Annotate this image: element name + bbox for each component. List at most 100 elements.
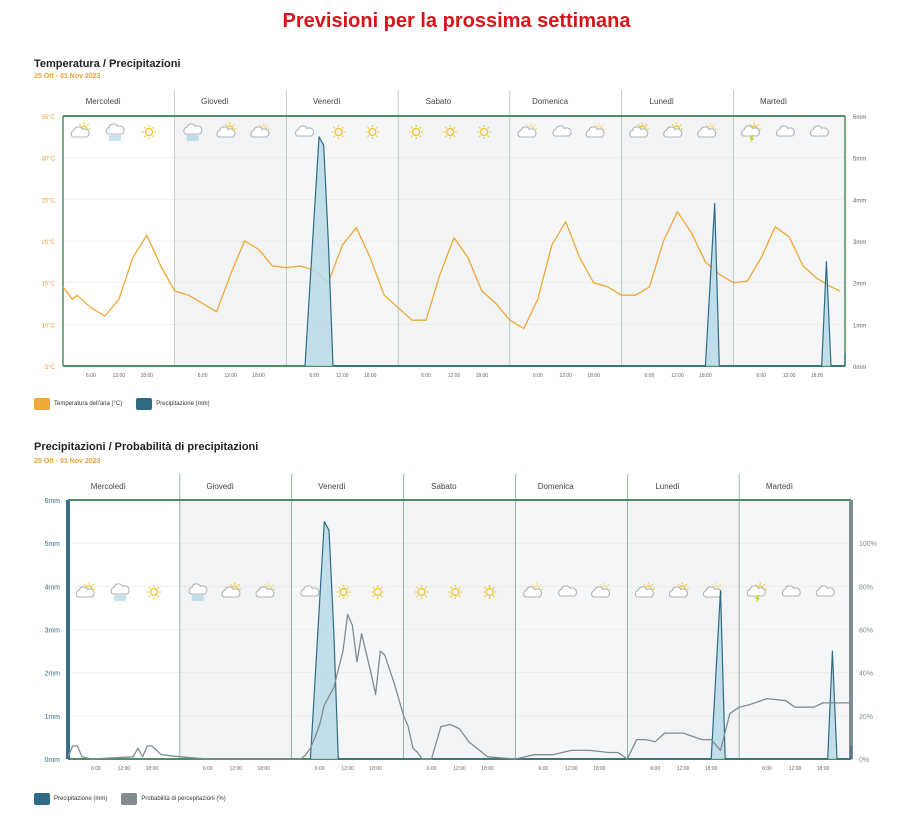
sun-icon-sun bbox=[339, 587, 348, 597]
legend-item-temperature[interactable]: Temperatura dell'aria (°C) bbox=[34, 398, 122, 410]
y2-tick-label: 3mm bbox=[853, 240, 866, 246]
time-tick-label: 18:00 bbox=[817, 766, 830, 772]
sun-cloud-icon-ray bbox=[84, 584, 87, 587]
sun-icon-ray bbox=[484, 586, 487, 589]
day-shade bbox=[627, 500, 740, 759]
storm-icon-ray bbox=[755, 591, 758, 594]
y-tick-label: 30°C bbox=[42, 157, 56, 163]
time-tick-label: 18:00 bbox=[593, 766, 606, 772]
y2-tick-label: 60% bbox=[859, 628, 873, 635]
sun-cloud-icon-ray bbox=[237, 584, 240, 587]
legend-label-temperature: Temperatura dell'aria (°C) bbox=[54, 401, 123, 407]
sun-cloud-icon-ray bbox=[677, 584, 680, 587]
day-label: Lunedì bbox=[650, 97, 674, 106]
weather-icon-group bbox=[188, 583, 208, 601]
sun-cloud-icon-ray bbox=[679, 124, 682, 127]
precipitation-line bbox=[304, 136, 846, 367]
cloud-icon-cloud bbox=[295, 125, 315, 137]
weather-icon-group bbox=[70, 122, 91, 138]
y2-tick-label: 5mm bbox=[853, 157, 866, 163]
sun-cloud-icon-ray bbox=[643, 591, 646, 594]
weather-icon-group bbox=[365, 125, 380, 139]
sun-cloud-faint-icon-ray bbox=[263, 584, 267, 587]
weather-icon-group bbox=[477, 125, 492, 139]
day-shade bbox=[515, 500, 628, 759]
probability-line bbox=[67, 613, 852, 760]
time-tick-label: 6:00 bbox=[645, 373, 655, 379]
weather-icon-group bbox=[147, 585, 161, 599]
sun-cloud-faint-icon-ray bbox=[607, 591, 610, 594]
y2-tick-label: 100% bbox=[859, 541, 877, 548]
legend-label-precipitation: Precipitazione (mm) bbox=[156, 401, 210, 407]
sun-cloud-faint-icon-ray bbox=[271, 584, 274, 587]
sun-icon-ray bbox=[372, 586, 375, 589]
sun-icon-ray bbox=[148, 595, 151, 598]
time-tick-label: 6:00 bbox=[756, 373, 766, 379]
sun-cloud-faint-icon-sun bbox=[532, 585, 541, 593]
weather-icon-group bbox=[409, 125, 424, 139]
precipitation-area bbox=[305, 136, 845, 366]
time-tick-label: 12:00 bbox=[336, 373, 349, 379]
chart1-legend: Temperatura dell'aria (°C) Precipitazion… bbox=[34, 398, 224, 410]
sun-cloud-faint-icon-ray bbox=[531, 584, 534, 587]
chart1-subtitle: 25 Ott - 01 Nov 2023 bbox=[34, 73, 101, 80]
y-tick-label: 0mm bbox=[44, 757, 60, 764]
sun-cloud-icon-cloud bbox=[668, 586, 688, 598]
sun-cloud-icon-ray bbox=[671, 124, 674, 127]
sun-cloud-faint-icon-ray bbox=[711, 591, 714, 594]
sun-cloud-icon-sun bbox=[85, 585, 93, 593]
sun-icon-sun bbox=[480, 127, 489, 137]
sun-cloud-icon-ray bbox=[677, 591, 680, 594]
time-tick-label: 18:00 bbox=[811, 373, 824, 379]
legend-item-precipitation-2[interactable]: Precipitazione (mm) bbox=[34, 793, 107, 805]
weather-icon-group bbox=[517, 122, 538, 138]
sun-icon-ray bbox=[143, 126, 146, 129]
storm-icon-bolt bbox=[749, 135, 755, 143]
time-tick-label: 6:00 bbox=[203, 766, 213, 772]
day-label: Giovedì bbox=[206, 482, 234, 491]
sun-icon-ray bbox=[338, 595, 341, 598]
sun-icon-ray bbox=[453, 135, 456, 138]
weather-icon-group bbox=[482, 585, 497, 599]
weather-icon-group bbox=[331, 125, 346, 139]
time-tick-label: 18:00 bbox=[587, 373, 600, 379]
sun-cloud-faint-icon-ray bbox=[263, 591, 267, 594]
time-tick-label: 12:00 bbox=[453, 766, 466, 772]
fog-icon-cloud bbox=[105, 123, 125, 135]
sun-cloud-icon-ray bbox=[86, 124, 89, 127]
sun-cloud-icon-sun bbox=[678, 585, 686, 593]
y2-tick-label: 40% bbox=[859, 671, 873, 678]
weather-icon-group bbox=[634, 582, 655, 598]
y-tick-label: 1mm bbox=[44, 714, 60, 721]
sun-cloud-faint-icon-cloud bbox=[585, 126, 605, 138]
chart2-title: Precipitazioni / Probabilità di precipit… bbox=[34, 441, 259, 453]
day-label: Martedì bbox=[766, 482, 793, 491]
weather-icon-group bbox=[443, 125, 458, 139]
sun-cloud-faint-icon-ray bbox=[258, 124, 261, 127]
sun-icon-ray bbox=[157, 586, 160, 589]
sun-icon-ray bbox=[157, 595, 160, 598]
legend-swatch-probability bbox=[121, 793, 138, 805]
fog-icon-cloud bbox=[110, 583, 130, 595]
day-shade bbox=[403, 500, 516, 759]
sun-icon-ray bbox=[487, 126, 490, 129]
legend-item-precipitation[interactable]: Precipitazione (mm) bbox=[136, 398, 210, 410]
day-label: Martedì bbox=[760, 97, 787, 106]
legend-item-probability[interactable]: Probabilità di percepitazioni (%) bbox=[121, 793, 226, 805]
time-tick-label: 12:00 bbox=[565, 766, 578, 772]
weather-icon-group bbox=[142, 125, 156, 139]
sun-icon-sun bbox=[451, 587, 460, 597]
sun-cloud-icon-ray bbox=[685, 591, 688, 594]
sun-cloud-faint-icon-ray bbox=[266, 124, 269, 127]
weather-icon-group bbox=[552, 125, 572, 137]
sun-icon-ray bbox=[424, 595, 427, 598]
day-label: Lunedì bbox=[655, 482, 679, 491]
cloud-icon-cloud bbox=[558, 585, 578, 597]
y2-tick-label: 2mm bbox=[853, 282, 866, 288]
sun-cloud-faint-icon-ray bbox=[525, 124, 529, 127]
sun-cloud-faint-icon-ray bbox=[593, 124, 597, 127]
storm-icon-ray bbox=[762, 584, 766, 587]
y2-tick-label: 80% bbox=[859, 584, 873, 591]
sun-cloud-icon-cloud bbox=[216, 126, 236, 138]
sun-cloud-faint-icon-ray bbox=[719, 584, 722, 587]
